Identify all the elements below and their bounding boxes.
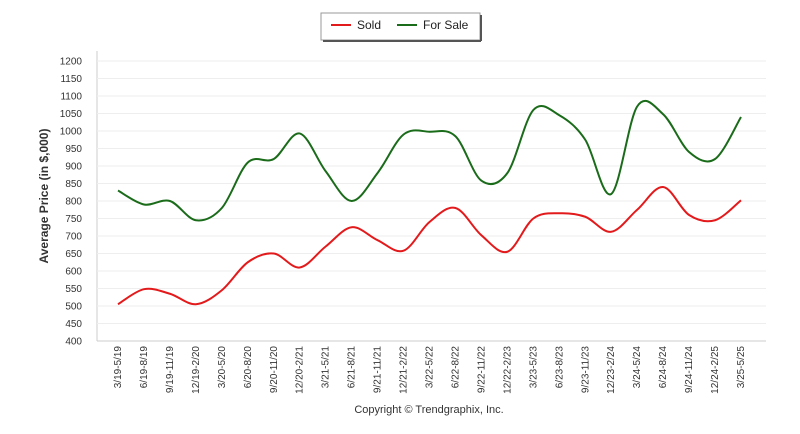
x-tick-label: 12/23-2/24 — [606, 346, 617, 394]
x-tick-label: 6/21-8/21 — [347, 346, 358, 389]
x-tick-label: 3/20-5/20 — [217, 346, 228, 389]
x-tick-label: 3/22-5/22 — [425, 346, 436, 389]
legend: Sold For Sale — [320, 12, 482, 42]
x-tick-label: 9/19-11/19 — [165, 346, 176, 394]
y-tick-label: 750 — [65, 214, 82, 225]
x-tick-label: 6/24-8/24 — [658, 346, 669, 389]
y-tick-label: 1200 — [60, 57, 83, 68]
y-tick-label: 900 — [65, 162, 82, 173]
y-tick-label: 650 — [65, 249, 82, 260]
x-tick-label: 3/24-5/24 — [632, 346, 643, 389]
x-tick-labels: 3/19-5/19 6/19-8/19 9/19-11/19 12/19-2/20 3/… — [113, 346, 747, 394]
y-tick-label: 600 — [65, 267, 82, 278]
y-tick-labels: 400 450 500 550 600 650 700 750 800 850 900 950 1000… — [60, 57, 83, 348]
x-tick-label: 12/24-2/25 — [710, 346, 721, 394]
series-lines — [117, 100, 742, 306]
x-tick-label: 9/22-11/22 — [476, 346, 487, 394]
x-tick-label: 12/19-2/20 — [191, 346, 202, 394]
series-line-sold — [117, 186, 742, 306]
y-tick-label: 1100 — [60, 92, 82, 103]
series-line-for-sale — [117, 100, 742, 222]
legend-label-sold: Sold — [357, 18, 381, 32]
x-tick-label: 9/21-11/21 — [373, 346, 384, 394]
legend-box — [320, 12, 481, 41]
x-tick-label: 3/21-5/21 — [321, 346, 332, 389]
gridlines — [97, 60, 766, 324]
x-tick-label: 12/21-2/22 — [399, 346, 410, 394]
y-tick-label: 850 — [65, 179, 82, 190]
y-tick-label: 500 — [65, 302, 82, 313]
x-tick-label: 6/22-8/22 — [450, 346, 461, 389]
copyright-text: Copyright © Trendgraphix, Inc. — [354, 404, 503, 416]
y-tick-label: 400 — [65, 337, 82, 348]
y-tick-label: 550 — [65, 284, 82, 295]
y-tick-label: 1000 — [60, 127, 83, 138]
x-tick-label: 3/25-5/25 — [736, 346, 747, 389]
x-tick-label: 3/23-5/23 — [528, 346, 539, 389]
x-tick-label: 12/22-2/23 — [502, 346, 513, 394]
y-tick-label: 1150 — [60, 74, 82, 85]
x-tick-label: 3/19-5/19 — [113, 346, 124, 389]
x-tick-label: 6/20-8/20 — [243, 346, 254, 389]
y-tick-label: 800 — [65, 197, 82, 208]
x-tick-label: 9/20-11/20 — [269, 346, 280, 394]
legend-label-for-sale: For Sale — [423, 18, 469, 32]
x-tick-label: 9/23-11/23 — [580, 346, 591, 394]
y-tick-label: 950 — [65, 144, 82, 155]
x-tick-label: 12/20-2/21 — [295, 346, 306, 394]
y-tick-label: 1050 — [60, 109, 83, 120]
x-tick-label: 9/24-11/24 — [684, 346, 695, 394]
y-tick-label: 450 — [65, 319, 82, 330]
x-tick-label: 6/19-8/19 — [139, 346, 150, 389]
y-axis-label: Average Price (in $,000) — [37, 129, 51, 264]
y-tick-label: 700 — [65, 232, 82, 243]
x-tick-label: 6/23-8/23 — [554, 346, 565, 389]
